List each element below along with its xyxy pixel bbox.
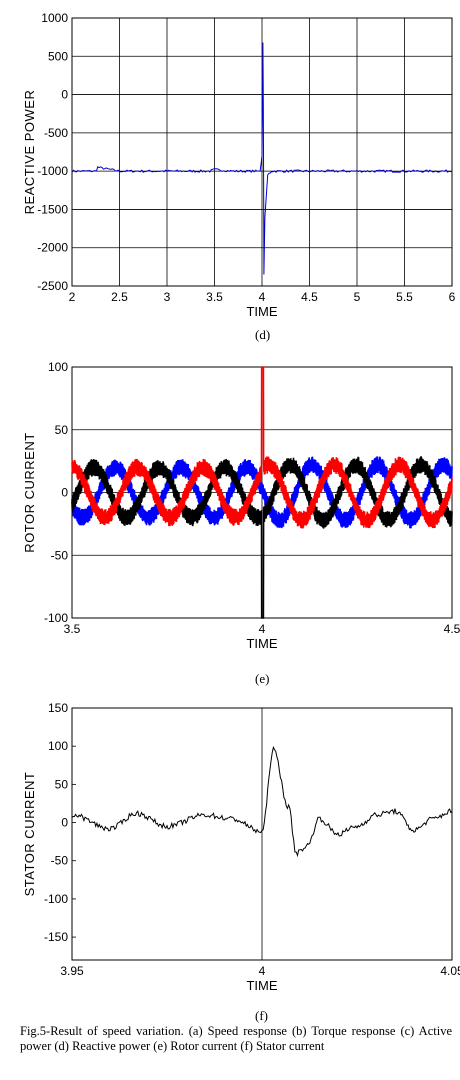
x-tick-label: 3.95	[60, 964, 84, 978]
y-tick-label: 0	[61, 486, 68, 500]
plot-frame	[71, 17, 453, 287]
x-tick-label: 5.5	[396, 290, 413, 304]
x-tick-label: 5	[354, 290, 361, 304]
figure-caption: Fig.5-Result of speed variation. (a) Spe…	[20, 1024, 452, 1053]
x-tick-label: 3.5	[64, 622, 81, 636]
y-tick-label: 150	[48, 701, 68, 715]
y-tick-label: 50	[55, 423, 69, 437]
x-tick-label: 2.5	[111, 290, 128, 304]
series-line-stator-current	[71, 745, 453, 858]
y-tick-label: -500	[44, 126, 68, 140]
x-tick-label: 4.5	[301, 290, 318, 304]
y-tick-label: 500	[48, 49, 68, 63]
y-tick-label: -1500	[37, 202, 68, 216]
y-axis-label: STATOR CURRENT	[22, 772, 37, 897]
y-tick-label: -50	[51, 854, 69, 868]
x-tick-label: 3	[164, 290, 171, 304]
y-axis-label: REACTIVE POWER	[22, 90, 37, 215]
y-tick-label: -1000	[37, 164, 68, 178]
x-tick-label: 4	[259, 290, 266, 304]
x-axis-label: TIME	[246, 304, 277, 319]
y-axis-label: ROTOR CURRENT	[22, 432, 37, 552]
x-tick-label: 4	[259, 622, 266, 636]
y-tick-label: 0	[61, 816, 68, 830]
chart-panel-stator-current: 3.95 4 4.05 150 100 50 0 -50 -100 -150 TIME STATOR …	[0, 700, 460, 1025]
x-tick-label: 2	[69, 290, 76, 304]
chart-panel-rotor-current: 3.5 4 4.5 100 50 0 -50 -100 TIME ROTOR CURRENT (e…	[0, 355, 460, 695]
x-tick-label: 4.05	[440, 964, 460, 978]
chart-panel-reactive-power: 2 2.5 3 3.5 4 4.5 5 5.5 6 1000 500 0 -500 -1000 -1500 -…	[0, 0, 460, 350]
subfigure-label-e: (e)	[255, 671, 270, 686]
reactive-power-chart: 2 2.5 3 3.5 4 4.5 5 5.5 6 1000 500 0 -500 -1000 -1500 -…	[22, 11, 456, 319]
x-tick-label: 3.5	[206, 290, 223, 304]
y-tick-label: 0	[61, 88, 68, 102]
x-axis-label: TIME	[246, 636, 277, 651]
series-line-reactive-power	[71, 42, 453, 275]
y-tick-label: 100	[48, 739, 68, 753]
y-tick-label: -50	[51, 548, 69, 562]
subfigure-label-f: (f)	[255, 1008, 268, 1023]
y-tick-label: -2000	[37, 241, 68, 255]
x-axis-label: TIME	[246, 978, 277, 993]
stator-current-chart: 3.95 4 4.05 150 100 50 0 -50 -100 -150 TIME STATOR …	[22, 701, 460, 993]
plot-frame	[71, 707, 453, 961]
subfigure-label-d: (d)	[255, 327, 271, 342]
y-tick-label: 100	[48, 360, 68, 374]
y-tick-label: -150	[44, 930, 68, 944]
x-tick-label: 4.5	[444, 622, 460, 636]
x-tick-label: 6	[449, 290, 456, 304]
y-tick-label: -2500	[37, 279, 68, 293]
y-tick-label: -100	[44, 892, 68, 906]
series-line-rotor-current-red	[71, 366, 453, 529]
y-tick-label: 50	[55, 777, 69, 791]
series-line-rotor-current-black	[71, 456, 453, 619]
y-tick-label: -100	[44, 611, 68, 625]
rotor-current-chart: 3.5 4 4.5 100 50 0 -50 -100 TIME ROTOR CURRENT	[22, 360, 460, 651]
y-tick-label: 1000	[41, 11, 68, 25]
x-tick-label: 4	[259, 964, 266, 978]
